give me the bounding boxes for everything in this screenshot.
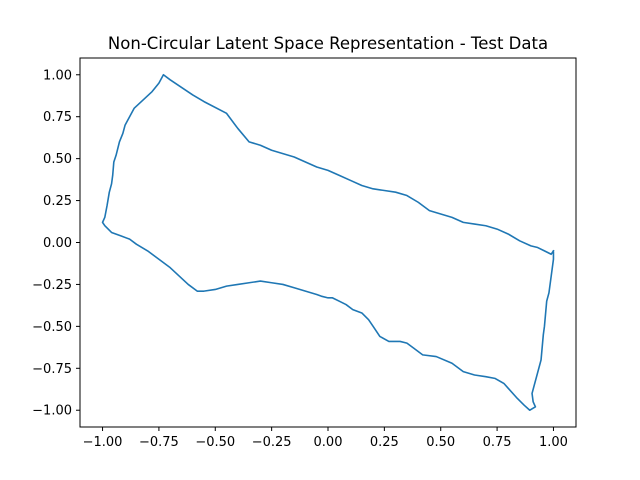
y-tick-label: 0.25 xyxy=(43,194,72,209)
x-axis-ticks: −1.00 −0.75 −0.50 −0.25 0.00 0.25 0.50 0.75 1.00 xyxy=(83,427,568,450)
y-tick-label: 1.00 xyxy=(43,68,72,83)
y-tick-label: 0.75 xyxy=(43,110,72,125)
y-tick-label: −0.25 xyxy=(32,278,72,293)
plot-area xyxy=(80,58,576,427)
y-tick-label: 0.50 xyxy=(43,152,72,167)
plot-frame xyxy=(79,57,577,428)
y-tick-label: −0.50 xyxy=(32,320,72,335)
series-layer xyxy=(101,73,555,412)
x-tick-label: −0.25 xyxy=(252,435,292,450)
x-tick-label: 0.75 xyxy=(483,435,512,450)
series-line-0 xyxy=(101,73,555,412)
x-tick-label: 0.50 xyxy=(426,435,455,450)
x-tick-label: −0.75 xyxy=(139,435,179,450)
y-axis-ticks: 1.00 0.75 0.50 0.25 0.00 −0.25 −0.50 −0.75 −1.00 xyxy=(32,68,80,419)
y-tick-label: 0.00 xyxy=(43,236,72,251)
x-tick-label: −1.00 xyxy=(83,435,123,450)
x-tick-label: 0.00 xyxy=(314,435,343,450)
y-tick-label: −1.00 xyxy=(32,404,72,419)
x-tick-label: −0.50 xyxy=(195,435,235,450)
x-tick-label: 0.25 xyxy=(370,435,399,450)
chart-title: Non-Circular Latent Space Representation… xyxy=(108,34,548,53)
x-tick-label: 1.00 xyxy=(539,435,568,450)
y-tick-label: −0.75 xyxy=(32,362,72,377)
